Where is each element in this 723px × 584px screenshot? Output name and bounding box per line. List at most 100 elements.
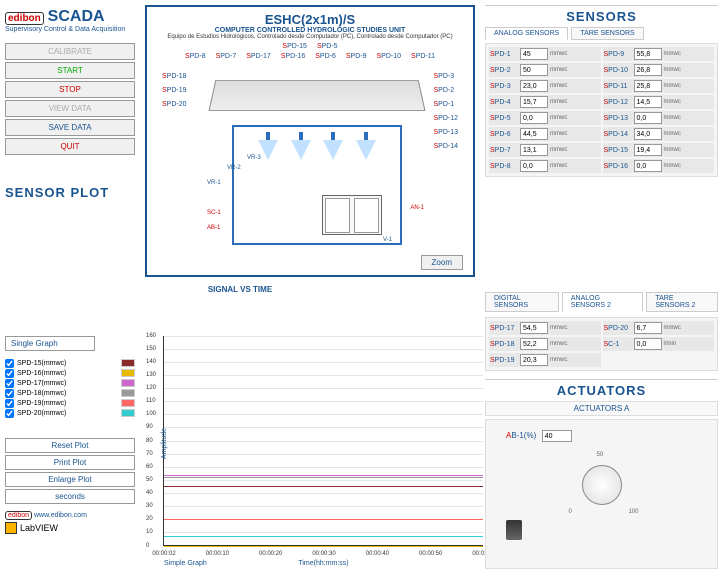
tab-digital-sensors[interactable]: DIGITAL SENSORS — [485, 292, 559, 312]
graph-mode-select[interactable]: Single Graph — [5, 336, 95, 351]
actuator-value[interactable]: 40 — [542, 430, 572, 442]
series-checkbox[interactable] — [5, 389, 14, 398]
sensor-grid: SPD-145mmwcSPD-955,8mmwcSPD-250mmwcSPD-1… — [485, 43, 718, 177]
spd-right-col: SPD-3SPD-2SPD-1SPD-12SPD-13SPD-14 — [433, 70, 458, 154]
sensor-value[interactable]: 13,1 — [520, 144, 548, 156]
sensor-row: SC-10,0l/min — [603, 337, 715, 351]
sensor-row: SPD-323,0mmwc — [489, 79, 601, 93]
series-checklist: SPD-15(mmwc)SPD-16(mmwc)SPD-17(mmwc)SPD-… — [5, 359, 135, 418]
series-checkbox[interactable] — [5, 409, 14, 418]
label-an1: AN-1 — [410, 205, 424, 211]
sensor-row: SPD-1852,2mmwc — [489, 337, 601, 351]
series-check-row: SPD-18(mmwc) — [5, 389, 135, 398]
actuators-title: ACTUATORS — [485, 379, 718, 401]
sensor-value[interactable]: 23,0 — [520, 80, 548, 92]
series-check-row: SPD-17(mmwc) — [5, 379, 135, 388]
series-color-swatch — [121, 399, 135, 407]
view-data-button[interactable]: VIEW DATA — [5, 100, 135, 117]
sensors-panel: SENSORS ANALOG SENSORS TARE SENSORS SPD-… — [480, 0, 723, 282]
sensor-value[interactable]: 20,3 — [520, 354, 548, 366]
sensor-value[interactable]: 50 — [520, 64, 548, 76]
series-color-swatch — [121, 379, 135, 387]
actuator-label: AB-1(%) — [506, 431, 536, 440]
chart[interactable]: Amplitude Time(hh:mm:ss) Simple Graph 01… — [163, 336, 483, 546]
start-button[interactable]: START — [5, 62, 135, 79]
labview-badge: LabVIEW — [5, 522, 135, 534]
sensor-plot-title: SENSOR PLOT — [5, 185, 135, 200]
sensor-value[interactable]: 0,0 — [634, 112, 662, 124]
series-checkbox[interactable] — [5, 399, 14, 408]
diagram-subtitle1: COMPUTER CONTROLLED HYDROLOGIC STUDIES U… — [152, 27, 468, 34]
sensor-value[interactable]: 19,4 — [634, 144, 662, 156]
actuator-switch[interactable] — [506, 520, 522, 540]
plot-action-button[interactable]: Enlarge Plot — [5, 472, 135, 487]
diagram-title: ESHC(2x1m)/S — [152, 12, 468, 27]
sensor-row: SPD-1920,3mmwc — [489, 353, 601, 367]
labview-icon — [5, 522, 17, 534]
sensor-value[interactable]: 6,7 — [634, 322, 662, 334]
sensor-row: SPD-1214,5mmwc — [603, 95, 715, 109]
sensor-value[interactable]: 0,0 — [520, 160, 548, 172]
chart-footer-label: Simple Graph — [164, 560, 207, 567]
footer-logo: edibon www.edibon.com — [5, 512, 135, 519]
dial-tick-100: 100 — [628, 509, 638, 515]
sensor-value[interactable]: 15,7 — [520, 96, 548, 108]
sensor-row: SPD-130,0mmwc — [603, 111, 715, 125]
dial-tick-0: 0 — [569, 509, 572, 515]
label-v1: V-1 — [383, 237, 392, 243]
sensor-row: SPD-415,7mmwc — [489, 95, 601, 109]
sensor-grid-2: SPD-1754,5mmwcSPD-206,7mmwcSPD-1852,2mmw… — [485, 317, 718, 371]
diagram-body: SPD-18SPD-19SPD-20 SPD-3SPD-2SPD-1SPD-12… — [152, 65, 468, 265]
stop-button[interactable]: STOP — [5, 81, 135, 98]
plot-action-button[interactable]: seconds — [5, 489, 135, 504]
sensor-value[interactable]: 52,2 — [520, 338, 548, 350]
sensor-row: SPD-1519,4mmwc — [603, 143, 715, 157]
plot-action-button[interactable]: Print Plot — [5, 455, 135, 470]
sensor-row: SPD-145mmwc — [489, 47, 601, 61]
tab-tare-sensors-2[interactable]: TARE SENSORS 2 — [646, 292, 718, 312]
actuators-panel: DIGITAL SENSORS ANALOG SENSORS 2 TARE SE… — [480, 282, 723, 584]
apparatus: VR-1 VR-2 VR-3 SC-1 AB-1 AN-1 V-1 — [232, 125, 402, 245]
logo-panel: edibon SCADA Supervisory Control & Data … — [0, 0, 140, 282]
sensor-row: SPD-713,1mmwc — [489, 143, 601, 157]
sensor-value[interactable]: 34,0 — [634, 128, 662, 140]
sensor-value[interactable]: 44,5 — [520, 128, 548, 140]
series-label: SPD-20(mmwc) — [17, 410, 66, 417]
sensor-value[interactable]: 0,0 — [520, 112, 548, 124]
tab-analog-sensors[interactable]: ANALOG SENSORS — [485, 27, 568, 40]
sensors-title: SENSORS — [485, 5, 718, 27]
save-data-button[interactable]: SAVE DATA — [5, 119, 135, 136]
diagram-subtitle2: Equipo de Estudios Hidrológicos, Control… — [152, 34, 468, 40]
sensor-row: SPD-160,0mmwc — [603, 159, 715, 173]
sensor-value[interactable]: 54,5 — [520, 322, 548, 334]
calibrate-button[interactable]: CALIBRATE — [5, 43, 135, 60]
tab-analog-sensors-2[interactable]: ANALOG SENSORS 2 — [562, 292, 644, 312]
zoom-button[interactable]: Zoom — [421, 255, 463, 270]
plot-action-button[interactable]: Reset Plot — [5, 438, 135, 453]
tab-tare-sensors[interactable]: TARE SENSORS — [571, 27, 643, 40]
quit-button[interactable]: QUIT — [5, 138, 135, 155]
actuators-tab[interactable]: ACTUATORS A — [485, 401, 718, 416]
spd-second-row: SPD-8 SPD-7 SPD-17 SPD-16 SPD-6 SPD-9 SP… — [152, 53, 468, 60]
sensor-value[interactable]: 0,0 — [634, 160, 662, 172]
sensor-value[interactable]: 25,8 — [634, 80, 662, 92]
series-checkbox[interactable] — [5, 369, 14, 378]
logo-pre: edibon — [5, 12, 44, 25]
series-checkbox[interactable] — [5, 359, 14, 368]
label-sc1: SC-1 — [207, 210, 221, 216]
sensor-value[interactable]: 0,0 — [634, 338, 662, 350]
sensor-row: SPD-644,5mmwc — [489, 127, 601, 141]
series-checkbox[interactable] — [5, 379, 14, 388]
signal-title: SIGNAL VS TIME — [0, 282, 480, 331]
sensor-value[interactable]: 45 — [520, 48, 548, 60]
series-label: SPD-15(mmwc) — [17, 360, 66, 367]
actuator-dial[interactable]: 0 50 100 — [577, 460, 627, 510]
actuator-body: AB-1(%) 40 0 50 100 — [485, 419, 718, 569]
sensor-value[interactable]: 26,8 — [634, 64, 662, 76]
footer-url[interactable]: www.edibon.com — [34, 512, 87, 519]
series-color-swatch — [121, 369, 135, 377]
series-color-swatch — [121, 389, 135, 397]
sensor-row: SPD-206,7mmwc — [603, 321, 715, 335]
sensor-value[interactable]: 14,5 — [634, 96, 662, 108]
sensor-value[interactable]: 55,8 — [634, 48, 662, 60]
